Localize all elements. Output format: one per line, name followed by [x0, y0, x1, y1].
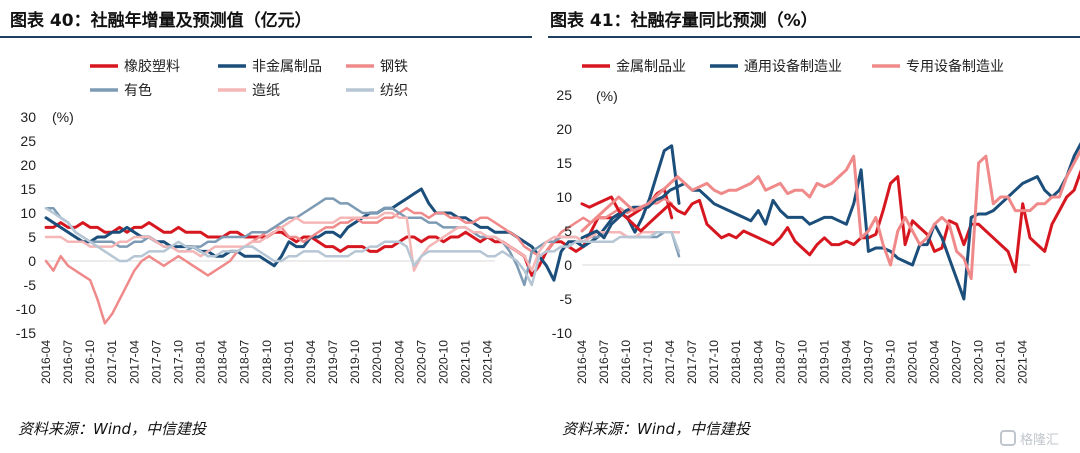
left-title-rule [0, 36, 532, 38]
left-series-line [44, 197, 673, 325]
left-y-tick-label: 15 [20, 181, 36, 197]
left-legend-label: 纺织 [380, 83, 408, 99]
left-y-tick-label: 30 [20, 109, 36, 125]
right-x-tick-label: 2020-07 [950, 340, 964, 384]
left-y-tick-label: 20 [20, 157, 36, 173]
left-x-tick-label: 2018-07 [238, 340, 252, 384]
left-x-tick-label: 2017-07 [149, 340, 163, 384]
left-y-tick-label: -15 [16, 325, 36, 341]
right-x-tick-label: 2018-07 [773, 340, 787, 384]
left-x-tick-label: 2020-07 [414, 340, 428, 384]
right-x-tick-label: 2016-07 [597, 340, 611, 384]
left-series-line [44, 211, 681, 272]
right-x-tick-label: 2016-10 [619, 340, 633, 384]
right-chart-title: 图表 41：社融存量同比预测（%） [550, 11, 818, 31]
left-unit-label: (%) [52, 109, 74, 125]
right-x-tick-label: 2017-01 [641, 340, 655, 384]
left-x-tick-label: 2016-10 [83, 340, 97, 384]
left-x-tick-label: 2018-01 [194, 340, 208, 384]
left-x-tick-label: 2018-04 [216, 340, 230, 384]
left-legend-label: 钢铁 [380, 59, 408, 75]
left-y-tick-label: 5 [28, 229, 36, 245]
right-series-line [580, 148, 1080, 281]
right-x-tick-label: 2019-04 [839, 340, 853, 384]
left-x-tick-label: 2017-01 [105, 340, 119, 384]
left-x-tick-label: 2018-10 [260, 340, 274, 384]
right-x-tick-label: 2018-04 [751, 340, 765, 384]
left-x-tick-label: 2016-04 [39, 340, 53, 384]
left-x-tick-label: 2021-04 [481, 340, 495, 384]
left-x-tick-label: 2020-04 [392, 340, 406, 384]
watermark-text: 格隆汇 [1020, 432, 1060, 448]
right-y-tick-label: 10 [556, 189, 572, 205]
right-x-tick-label: 2020-10 [972, 340, 986, 384]
right-y-tick-label: -5 [560, 291, 573, 307]
left-chart-title: 图表 40：社融年增量及预测值（亿元） [10, 11, 312, 31]
right-unit-label: (%) [596, 88, 618, 104]
left-x-tick-label: 2020-10 [436, 340, 450, 384]
right-x-tick-label: 2020-04 [928, 340, 942, 384]
left-legend-label: 非金属制品 [252, 59, 322, 75]
left-x-tick-label: 2016-07 [61, 340, 75, 384]
right-source-note: 资料来源：Wind，中信建投 [562, 420, 751, 438]
watermark: 格隆汇 [1000, 425, 1080, 451]
right-y-tick-label: 25 [556, 87, 572, 103]
left-legend-label: 造纸 [252, 83, 280, 99]
right-y-tick-label: 5 [564, 223, 572, 239]
right-x-tick-label: 2018-01 [729, 340, 743, 384]
watermark-logo-icon [1000, 430, 1016, 446]
right-legend-label: 专用设备制造业 [906, 58, 1004, 75]
right-x-tick-label: 2017-07 [685, 340, 699, 384]
right-y-tick-label: 20 [556, 121, 572, 137]
left-x-tick-label: 2019-10 [348, 340, 362, 384]
right-legend-label: 通用设备制造业 [744, 58, 842, 75]
right-x-tick-label: 2019-01 [817, 340, 831, 384]
left-x-tick-label: 2019-01 [282, 340, 296, 384]
right-x-tick-label: 2021-04 [1016, 340, 1030, 384]
left-x-tick-label: 2019-04 [304, 340, 318, 384]
right-x-tick-label: 2019-10 [883, 340, 897, 384]
left-legend-label: 有色 [124, 82, 152, 99]
right-title-rule [548, 36, 1080, 38]
right-series-line [580, 169, 1080, 274]
right-x-tick-label: 2016-04 [575, 340, 589, 384]
right-series-line [580, 142, 1080, 301]
right-legend-label: 金属制品业 [616, 59, 686, 75]
right-x-tick-label: 2020-01 [905, 340, 919, 384]
right-x-tick-label: 2017-10 [707, 340, 721, 384]
right-y-tick-label: 0 [564, 257, 572, 273]
left-y-tick-label: 10 [20, 205, 36, 221]
right-y-tick-label: -10 [552, 325, 572, 341]
left-y-tick-label: 25 [20, 133, 36, 149]
left-series-line [44, 206, 681, 287]
left-x-tick-label: 2019-07 [326, 340, 340, 384]
right-x-tick-label: 2017-04 [663, 340, 677, 384]
left-x-tick-label: 2021-01 [459, 340, 473, 384]
right-x-tick-label: 2019-07 [861, 340, 875, 384]
left-y-tick-label: -10 [16, 301, 36, 317]
left-x-tick-label: 2017-04 [127, 340, 141, 384]
left-y-tick-label: 0 [28, 253, 36, 269]
left-x-tick-label: 2020-01 [370, 340, 384, 384]
left-source-note: 资料来源：Wind，中信建投 [18, 420, 207, 438]
right-x-tick-label: 2018-10 [795, 340, 809, 384]
left-x-tick-label: 2017-10 [171, 340, 185, 384]
right-y-tick-label: 15 [556, 155, 572, 171]
left-legend-label: 橡胶塑料 [124, 58, 180, 75]
left-y-tick-label: -5 [24, 277, 37, 293]
right-x-tick-label: 2021-01 [994, 340, 1008, 384]
